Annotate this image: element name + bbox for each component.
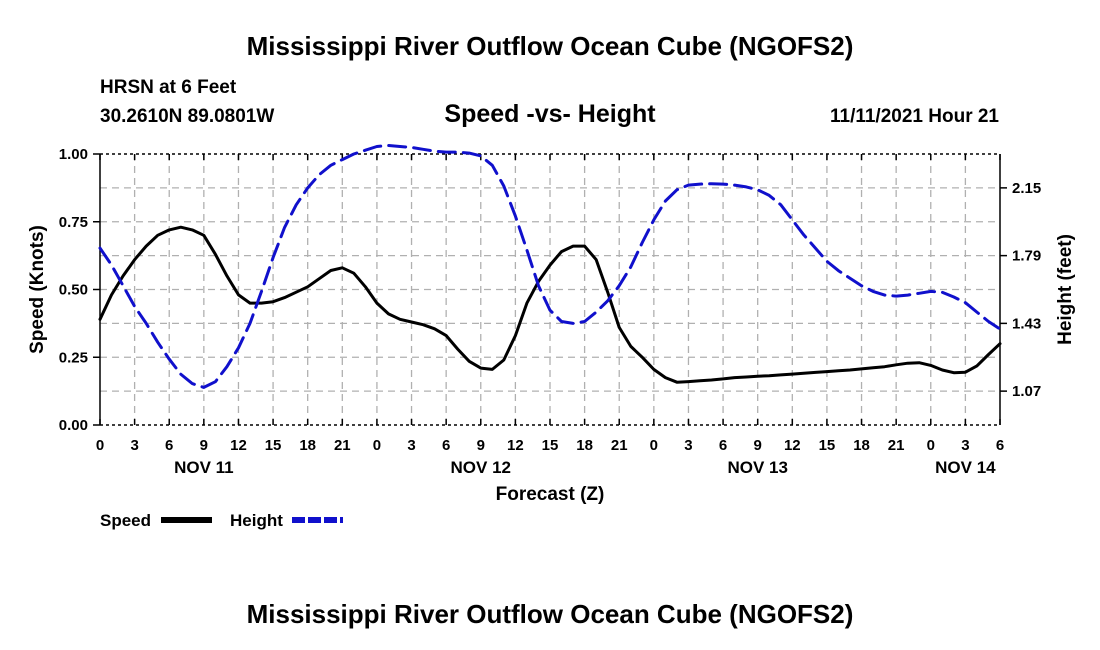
y2-tick-label: 1.79: [1012, 248, 1041, 265]
x-tick-label: 12: [507, 437, 524, 454]
x-tick-label: 3: [684, 437, 692, 454]
y2-tick-label: 1.43: [1012, 315, 1041, 332]
datetime-label: 11/11/2021 Hour 21: [829, 106, 999, 127]
x-tick-label: 0: [373, 437, 381, 454]
x-tick-label: 3: [961, 437, 969, 454]
legend-height-label: Height: [230, 511, 283, 530]
y-tick-label: 0.00: [59, 417, 88, 434]
y2-tick-label: 2.15: [1012, 180, 1041, 197]
legend-speed-label: Speed: [100, 511, 151, 530]
y-tick-label: 0.25: [59, 349, 88, 366]
day-label: NOV 12: [451, 458, 511, 477]
footer-title: Mississippi River Outflow Ocean Cube (NG…: [246, 599, 854, 629]
x-tick-label: 3: [130, 437, 138, 454]
y-tick-label: 0.75: [59, 214, 88, 231]
x-tick-label: 9: [477, 437, 485, 454]
speed-series-line: [98, 225, 1002, 384]
day-label: NOV 13: [727, 458, 787, 477]
x-tick-label: 6: [996, 437, 1004, 454]
location-label: 30.2610N 89.0801W: [100, 106, 275, 127]
x-tick-label: 0: [96, 437, 104, 454]
y2-axis-label: Height (feet): [1055, 234, 1076, 345]
x-tick-label: 21: [888, 437, 905, 454]
x-tick-label: 15: [542, 437, 559, 454]
x-tick-label: 15: [265, 437, 282, 454]
day-label: NOV 14: [935, 458, 996, 477]
y-tick-label: 0.50: [59, 282, 88, 299]
x-tick-label: 6: [719, 437, 727, 454]
x-tick-label: 12: [230, 437, 247, 454]
x-tick-label: 21: [611, 437, 628, 454]
chart-subtitle: Speed -vs- Height: [444, 100, 656, 128]
y-tick-label: 1.00: [59, 146, 88, 163]
x-tick-label: 6: [442, 437, 450, 454]
x-tick-label: 0: [650, 437, 658, 454]
x-tick-label: 18: [576, 437, 593, 454]
x-tick-label: 18: [853, 437, 870, 454]
x-tick-label: 9: [200, 437, 208, 454]
x-tick-label: 6: [165, 437, 173, 454]
x-tick-label: 3: [407, 437, 415, 454]
x-axis-label: Forecast (Z): [496, 484, 605, 505]
x-tick-label: 9: [754, 437, 762, 454]
x-tick-label: 18: [299, 437, 316, 454]
day-label: NOV 11: [174, 458, 234, 477]
x-tick-label: 21: [334, 437, 351, 454]
x-tick-label: 0: [927, 437, 935, 454]
x-tick-label: 15: [819, 437, 836, 454]
station-label: HRSN at 6 Feet: [100, 77, 237, 98]
height-series-line: [98, 144, 1002, 389]
main-title: Mississippi River Outflow Ocean Cube (NG…: [246, 31, 854, 61]
y2-tick-label: 1.07: [1012, 383, 1041, 400]
y-axis-label: Speed (Knots): [27, 225, 48, 354]
x-tick-label: 12: [784, 437, 801, 454]
